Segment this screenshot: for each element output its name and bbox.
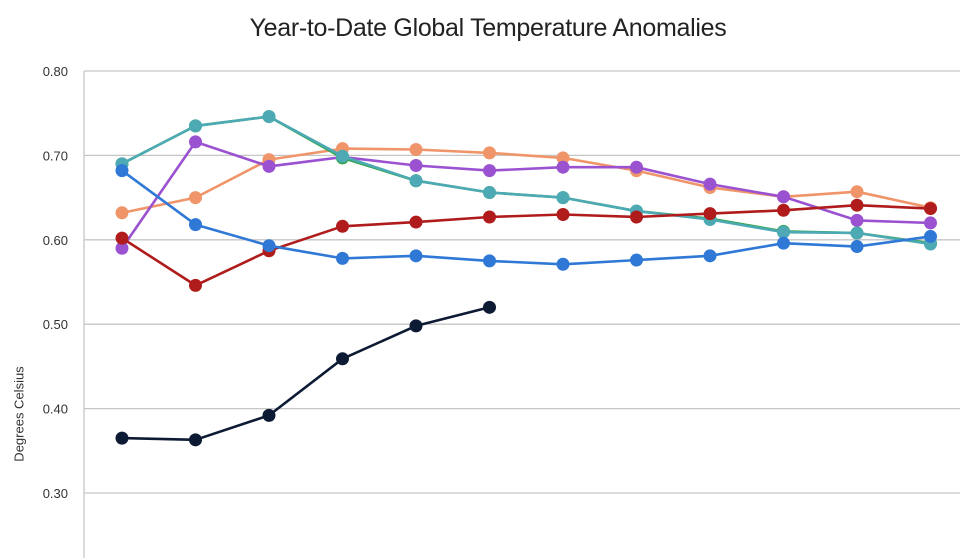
series-teal-point — [850, 226, 864, 240]
series-navy-point — [189, 433, 202, 447]
y-tick-label: 0.60 — [43, 233, 68, 248]
series-red-point — [850, 198, 864, 212]
series-red-point — [777, 203, 790, 217]
series-blue-point — [483, 254, 496, 268]
series-teal-point — [262, 110, 276, 124]
series-blue-point — [703, 249, 717, 263]
series-red-point — [336, 219, 349, 233]
gridlines — [84, 70, 960, 494]
series-navy-point — [115, 431, 129, 445]
series-blue-line — [121, 169, 931, 266]
series-blue-point — [262, 239, 276, 253]
series-salmon-point — [850, 185, 864, 199]
chart-title: Year-to-Date Global Temperature Anomalie… — [249, 14, 727, 42]
series-purple-point — [630, 160, 643, 174]
series-red-point — [409, 215, 423, 229]
series-red — [115, 198, 937, 292]
series-green-line — [121, 115, 931, 245]
series-salmon-point — [483, 146, 496, 160]
series-red-point — [703, 207, 717, 221]
series-blue-point — [850, 240, 864, 254]
series-blue-point — [777, 236, 790, 250]
series-teal-point — [777, 225, 790, 239]
series-navy-line — [121, 306, 490, 442]
series-teal-point — [409, 174, 423, 188]
series-teal-point — [483, 186, 496, 200]
series-salmon-point — [409, 142, 423, 156]
y-tick-label: 0.70 — [43, 148, 68, 163]
series-teal-point — [556, 191, 570, 205]
series-purple-point — [189, 135, 202, 149]
series-teal-point — [336, 149, 349, 163]
series-blue-point — [409, 249, 423, 263]
y-tick-label: 0.80 — [43, 64, 68, 79]
series-purple-point — [850, 213, 864, 227]
series-green — [115, 110, 937, 250]
series-navy-point — [262, 408, 276, 422]
series-salmon-point — [115, 206, 129, 220]
series-teal — [115, 110, 937, 251]
series-blue-point — [556, 257, 570, 271]
series-red-point — [483, 210, 496, 224]
y-tick-label: 0.40 — [43, 402, 68, 417]
series-salmon-point — [189, 191, 202, 205]
series-blue-point — [924, 229, 937, 243]
series-navy-point — [483, 300, 496, 314]
series-salmon-point — [556, 151, 570, 165]
series-salmon-line — [121, 147, 931, 215]
series-purple-point — [262, 159, 276, 173]
series-navy-point — [336, 352, 349, 366]
series-red-point — [630, 210, 643, 224]
series-purple-line — [120, 140, 931, 249]
series-blue — [115, 164, 937, 271]
y-tick-label: 0.50 — [43, 317, 68, 332]
series-purple-point — [115, 241, 129, 255]
series-red-point — [115, 231, 129, 245]
series-blue-point — [189, 218, 202, 232]
series-blue-point — [115, 164, 129, 178]
series-lines — [115, 110, 937, 447]
series-navy — [115, 300, 496, 447]
series-purple-point — [777, 190, 790, 204]
series-red-point — [556, 207, 570, 221]
series-purple-point — [483, 164, 496, 178]
series-teal-line — [121, 115, 931, 246]
y-axis: 0.80 0.70 0.60 0.50 0.40 0.30 — [43, 64, 85, 558]
series-blue-point — [630, 253, 643, 267]
series-purple-point — [924, 216, 937, 230]
series-teal-point — [189, 119, 202, 133]
y-tick-label: 0.30 — [43, 486, 68, 501]
series-navy-point — [409, 319, 423, 333]
series-red-point — [189, 278, 202, 292]
series-red-line — [121, 203, 931, 287]
series-purple-point — [703, 177, 717, 191]
series-red-point — [924, 202, 937, 216]
series-blue-point — [336, 251, 349, 265]
series-purple-point — [556, 160, 570, 174]
series-purple-point — [409, 159, 423, 173]
